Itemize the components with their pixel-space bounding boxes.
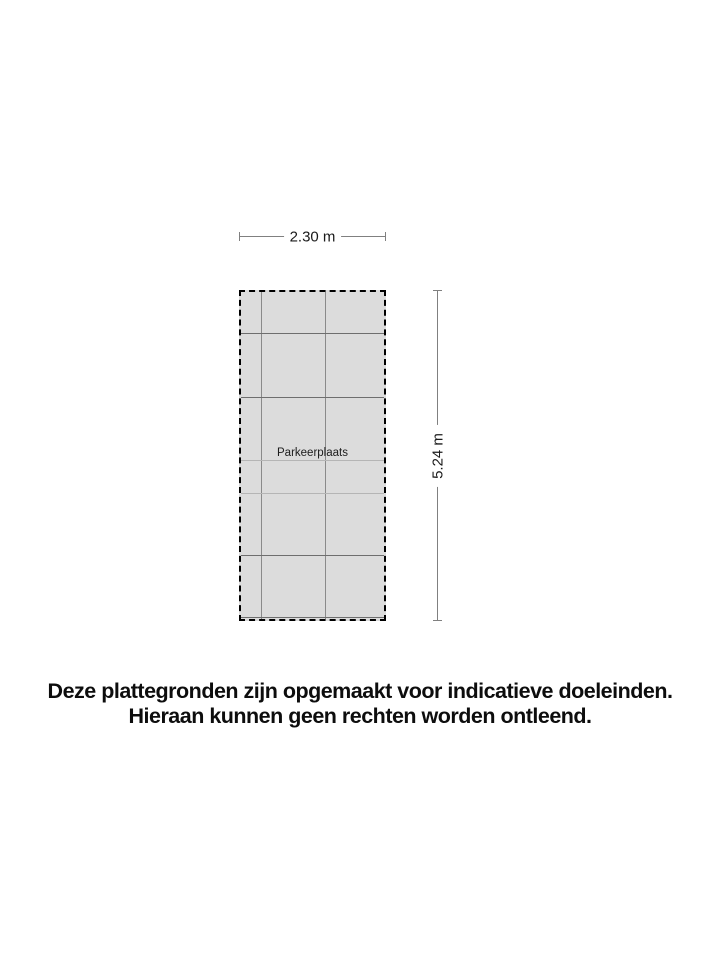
parking-space-outline: Parkeerplaats	[239, 290, 386, 621]
width-dimension: 2.30 m	[239, 228, 386, 245]
grid-line-horizontal	[241, 460, 384, 461]
grid-line-horizontal	[241, 493, 384, 494]
grid-line-horizontal	[241, 555, 384, 556]
grid-line-horizontal	[241, 397, 384, 398]
grid-lines	[241, 292, 384, 619]
disclaimer-line-1: Deze plattegronden zijn opgemaakt voor i…	[47, 679, 673, 703]
grid-line-horizontal	[241, 617, 384, 618]
height-dimension-tick-top	[433, 290, 442, 291]
disclaimer-line-2: Hieraan kunnen geen rechten worden ontle…	[128, 704, 592, 728]
grid-line-vertical	[261, 292, 262, 619]
height-dimension-tick-bottom	[433, 620, 442, 621]
width-dimension-label: 2.30 m	[283, 228, 342, 245]
height-dimension: 5.24 m	[429, 290, 446, 621]
height-dimension-label: 5.24 m	[429, 424, 446, 487]
width-dimension-tick-right	[385, 232, 386, 241]
width-dimension-tick-left	[239, 232, 240, 241]
grid-line-vertical	[325, 292, 326, 619]
disclaimer: Deze plattegronden zijn opgemaakt voor i…	[0, 679, 720, 729]
room-label: Parkeerplaats	[277, 447, 348, 459]
grid-line-horizontal	[241, 333, 384, 334]
